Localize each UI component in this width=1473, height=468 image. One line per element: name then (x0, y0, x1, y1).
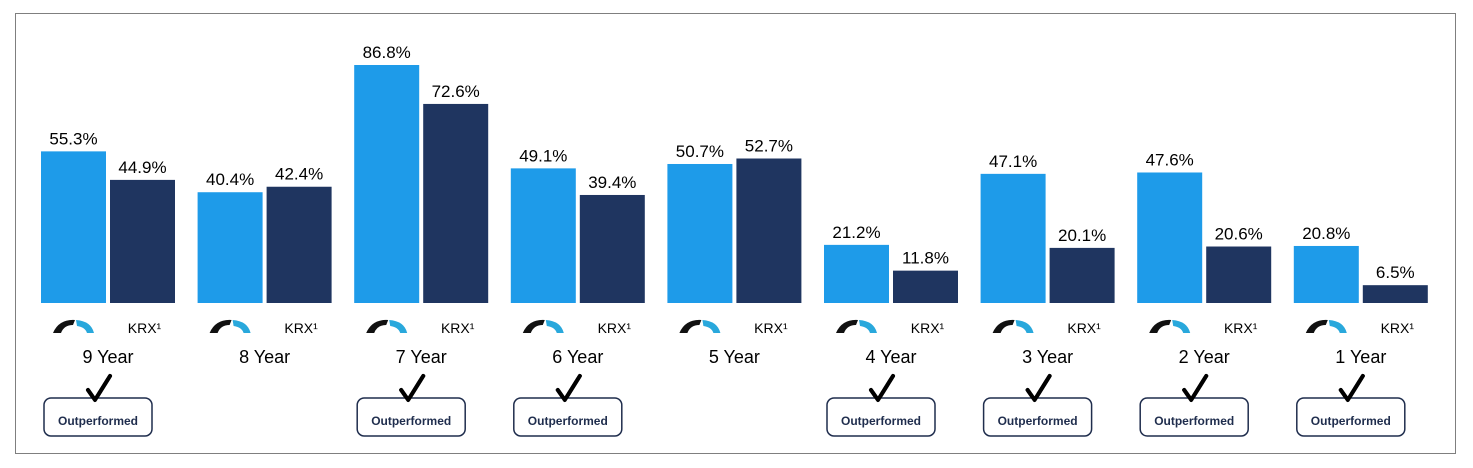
legend-label-krx: KRX¹ (1224, 320, 1258, 336)
outperformed-label: Outperformed (58, 414, 138, 428)
fund-logo-icon (366, 319, 389, 333)
data-label-fund: 40.4% (206, 170, 254, 189)
legend-label-krx: KRX¹ (441, 320, 475, 336)
data-label-fund: 55.3% (49, 129, 97, 148)
chart-frame (15, 13, 1456, 454)
category-label: 4 Year (865, 347, 916, 367)
data-label-krx: 42.4% (275, 165, 323, 184)
bar-fund (354, 65, 420, 303)
data-label-fund: 47.1% (989, 152, 1037, 171)
bar-fund (1137, 172, 1203, 303)
category-label: 2 Year (1179, 347, 1230, 367)
fund-logo-icon (1172, 320, 1191, 333)
fund-logo-icon (1149, 319, 1172, 333)
fund-logo-icon (1015, 320, 1034, 333)
fund-logo-icon (232, 320, 251, 333)
fund-logo-icon (76, 320, 94, 333)
bar-krx (1049, 247, 1115, 303)
outperformed-label: Outperformed (1311, 414, 1391, 428)
bar-fund (824, 244, 889, 303)
bar-fund (197, 192, 263, 303)
checkmark-icon (1025, 374, 1052, 402)
data-label-fund: 21.2% (832, 223, 880, 242)
data-label-krx: 52.7% (745, 137, 793, 156)
bar-krx (266, 186, 332, 303)
category-label: 3 Year (1022, 347, 1073, 367)
data-label-fund: 47.6% (1146, 150, 1194, 169)
outperformed-label: Outperformed (371, 414, 451, 428)
data-label-fund: 20.8% (1302, 224, 1350, 243)
data-label-krx: 6.5% (1376, 263, 1415, 282)
outperformed-label: Outperformed (1154, 414, 1234, 428)
fund-logo-icon (53, 319, 75, 333)
checkmark-icon (869, 374, 895, 402)
legend-label-krx: KRX¹ (1381, 320, 1415, 336)
category-label: 5 Year (709, 347, 760, 367)
bar-fund (667, 163, 733, 303)
fund-logo-icon (389, 320, 408, 333)
fund-logo-icon (545, 320, 564, 333)
legend-label-krx: KRX¹ (598, 320, 632, 336)
data-label-krx: 20.1% (1058, 226, 1106, 245)
data-label-krx: 20.6% (1215, 225, 1263, 244)
fund-logo-icon (1305, 319, 1328, 333)
fund-logo-icon (859, 320, 877, 333)
category-label: 9 Year (82, 347, 133, 367)
checkmark-icon (86, 374, 112, 402)
category-label: 7 Year (396, 347, 447, 367)
data-label-krx: 44.9% (118, 158, 166, 177)
data-label-krx: 72.6% (432, 82, 480, 101)
fund-logo-icon (679, 319, 702, 333)
legend-label-krx: KRX¹ (911, 320, 945, 336)
outperformed-label: Outperformed (528, 414, 608, 428)
category-label: 8 Year (239, 347, 290, 367)
checkmark-icon (1338, 374, 1365, 402)
bar-krx (736, 158, 802, 303)
bar-krx (579, 194, 645, 303)
data-label-fund: 49.1% (519, 146, 567, 165)
checkmark-icon (399, 374, 426, 402)
bar-krx (1206, 246, 1272, 303)
legend-label-krx: KRX¹ (128, 320, 162, 336)
bar-fund (510, 168, 576, 303)
fund-logo-icon (209, 319, 232, 333)
fund-logo-icon (522, 319, 545, 333)
checkmark-icon (1182, 374, 1209, 402)
bar-fund (1293, 245, 1359, 303)
fund-logo-icon (702, 320, 721, 333)
data-label-fund: 86.8% (363, 43, 411, 62)
data-label-fund: 50.7% (676, 142, 724, 161)
legend-label-krx: KRX¹ (284, 320, 318, 336)
bar-krx (1362, 285, 1428, 303)
fund-logo-icon (1328, 320, 1347, 333)
fund-logo-icon (836, 319, 858, 333)
checkmark-icon (555, 374, 582, 402)
bar-krx (110, 179, 175, 303)
outperformed-label: Outperformed (998, 414, 1078, 428)
data-label-krx: 11.8% (902, 249, 949, 268)
bar-krx (423, 103, 489, 303)
legend-label-krx: KRX¹ (754, 320, 788, 336)
category-label: 1 Year (1335, 347, 1386, 367)
data-label-krx: 39.4% (588, 173, 636, 192)
category-label: 6 Year (552, 347, 603, 367)
bar-fund (41, 151, 106, 303)
bar-krx (893, 270, 958, 303)
legend-label-krx: KRX¹ (1067, 320, 1101, 336)
bar-fund (980, 173, 1046, 303)
fund-logo-icon (992, 319, 1015, 333)
outperformed-label: Outperformed (841, 414, 921, 428)
